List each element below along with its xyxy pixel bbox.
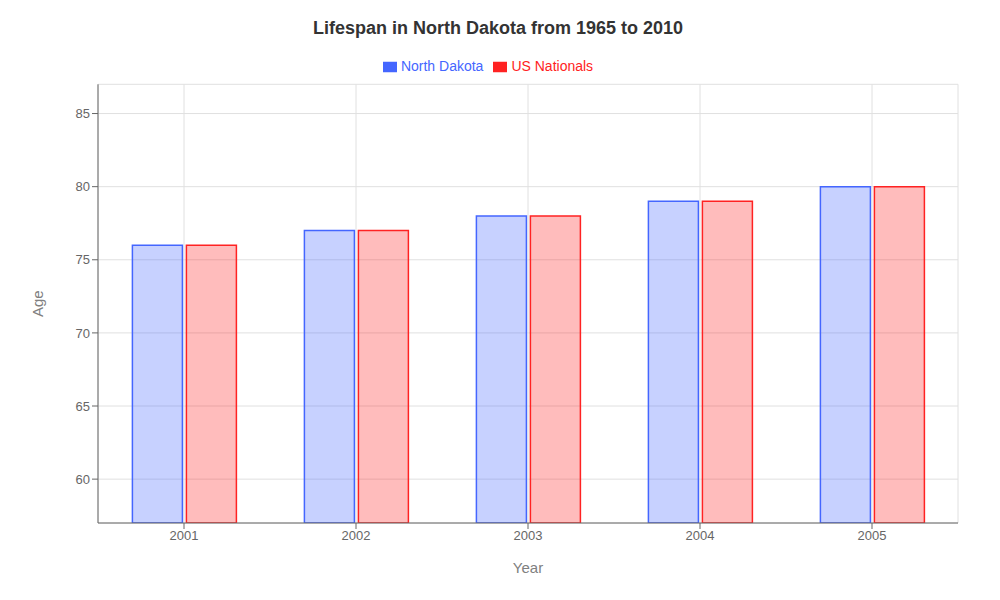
svg-text:2004: 2004: [686, 528, 715, 543]
svg-text:70: 70: [76, 326, 90, 341]
svg-text:85: 85: [76, 106, 90, 121]
svg-text:Age: Age: [29, 290, 46, 317]
svg-text:65: 65: [76, 399, 90, 414]
html-text:Lifespan in North Dakota from: Lifespan in North Dakota from 1965 to 20…: [312, 18, 683, 38]
svg-text:2002: 2002: [342, 528, 371, 543]
svg-text:75: 75: [76, 252, 90, 267]
html-text:North Dakota: North Dakota: [400, 58, 484, 74]
svg-text:60: 60: [76, 472, 90, 487]
svg-text:2003: 2003: [514, 528, 543, 543]
html-text:US Nationals: US Nationals: [511, 58, 594, 74]
svg-text:80: 80: [76, 179, 90, 194]
svg-text:Year: Year: [513, 559, 543, 576]
svg-text:2005: 2005: [858, 528, 887, 543]
svg-text:2001: 2001: [170, 528, 199, 543]
